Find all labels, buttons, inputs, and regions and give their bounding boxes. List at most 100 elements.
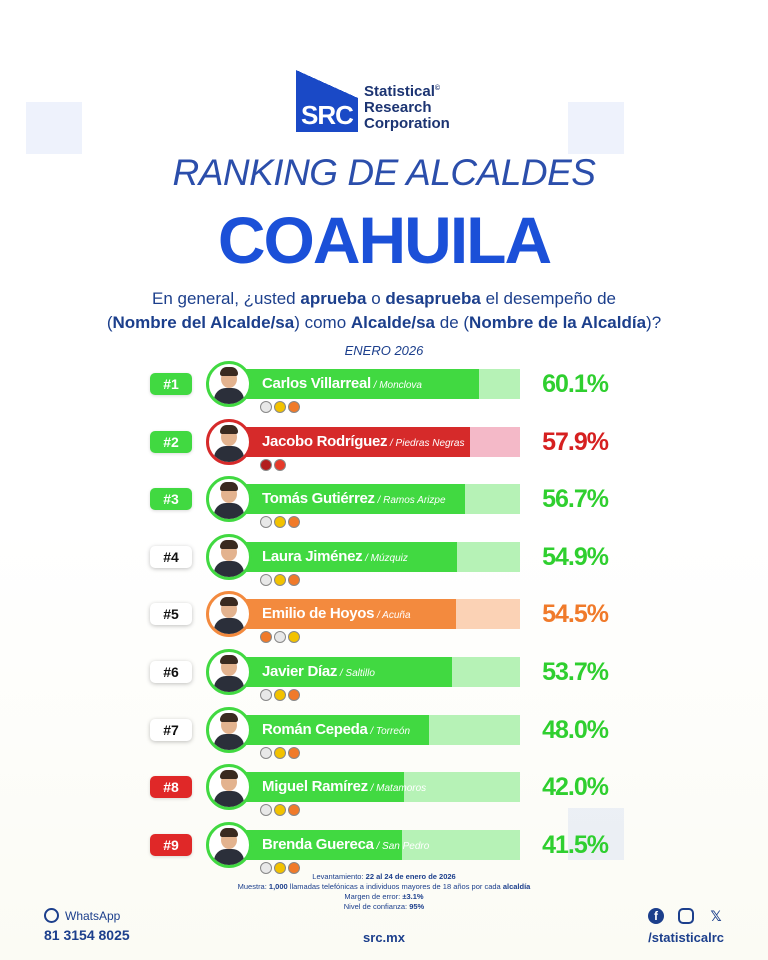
brand-line-1: Statistical bbox=[364, 83, 435, 100]
party-logos bbox=[260, 573, 300, 586]
avatar-body bbox=[214, 676, 244, 692]
mayor-label: Tomás Gutiérrez / Ramos Arizpe bbox=[262, 490, 446, 508]
fn-label: Margen de error: bbox=[344, 892, 403, 901]
avatar-body bbox=[214, 445, 244, 462]
mayor-name: Carlos Villarreal bbox=[262, 375, 371, 392]
bar-remainder bbox=[452, 657, 520, 687]
avatar bbox=[206, 706, 252, 753]
party-logo-icon bbox=[260, 458, 272, 471]
avatar-body bbox=[214, 791, 244, 808]
mayor-label: Javier Díaz / Saltillo bbox=[262, 663, 375, 681]
q-part: ) como bbox=[294, 313, 351, 332]
survey-question: En general, ¿usted aprueba o desaprueba … bbox=[0, 287, 768, 335]
avatar-body bbox=[214, 388, 244, 404]
whatsapp-contact[interactable]: WhatsApp 81 3154 8025 bbox=[44, 908, 130, 943]
avatar-body bbox=[214, 503, 244, 520]
q-part: el desempeño de bbox=[480, 289, 616, 308]
bar-remainder bbox=[404, 772, 520, 803]
mayor-name: Brenda Guereca bbox=[262, 835, 374, 853]
avatar-hair bbox=[220, 424, 238, 434]
subtitle: RANKING DE ALCALDES bbox=[172, 152, 596, 193]
brand-line-2: Research bbox=[364, 99, 432, 116]
avatar-hair bbox=[220, 539, 238, 549]
bar-remainder bbox=[456, 599, 520, 630]
q-bold: Nombre de la Alcaldía bbox=[469, 313, 647, 332]
party-logo-icon bbox=[274, 689, 286, 701]
instagram-icon[interactable] bbox=[678, 908, 694, 924]
bar-track bbox=[230, 426, 520, 457]
bar-fill bbox=[230, 599, 456, 630]
website-link[interactable]: src.mx bbox=[363, 930, 405, 945]
avatar-hair bbox=[220, 367, 238, 376]
mayor-label: Miguel Ramírez / Matamoros bbox=[262, 778, 426, 796]
mayor-city: / Torreón bbox=[367, 725, 411, 737]
fn-value: 22 al 24 de enero de 2026 bbox=[365, 872, 456, 881]
party-logo-icon bbox=[260, 746, 272, 759]
watermark-right-top bbox=[568, 102, 624, 154]
mayor-name: Miguel Ramírez bbox=[262, 778, 368, 796]
ranking-row: #8 Miguel Ramírez / Matamoros 42.0% bbox=[0, 764, 768, 822]
party-logos bbox=[260, 516, 300, 529]
page-title: COAHUILA bbox=[217, 203, 552, 277]
facebook-icon[interactable]: f bbox=[648, 908, 664, 924]
avatar bbox=[206, 476, 252, 523]
whatsapp-label: WhatsApp bbox=[65, 908, 121, 923]
avatar-hair bbox=[220, 827, 238, 837]
avatar-hair bbox=[220, 770, 238, 780]
avatar-body bbox=[214, 848, 244, 865]
approval-value: 53.7% bbox=[542, 658, 609, 686]
fn-value: ±3.1% bbox=[402, 892, 424, 901]
party-logo-icon bbox=[288, 573, 300, 586]
bar-remainder bbox=[402, 829, 520, 860]
mayor-label: Jacobo Rodríguez / Piedras Negras bbox=[262, 433, 464, 451]
logo-letters: SRC bbox=[296, 98, 358, 132]
q-bold: Alcalde/sa bbox=[350, 313, 436, 332]
x-icon[interactable]: 𝕏 bbox=[710, 908, 722, 924]
ranking-row: #6 Javier Díaz / Saltillo 53.7% bbox=[0, 649, 768, 707]
whatsapp-icon bbox=[44, 908, 59, 923]
brand-reg: © bbox=[434, 85, 441, 92]
ranking-row: #7 Román Cepeda / Torreón 48.0% bbox=[0, 706, 768, 765]
mayor-name: Román Cepeda bbox=[262, 720, 368, 738]
avatar-hair bbox=[220, 482, 238, 492]
approval-value: 57.9% bbox=[542, 427, 609, 456]
rank-badge: #4 bbox=[150, 545, 192, 568]
party-logo-icon bbox=[288, 746, 300, 759]
q-part: ( bbox=[106, 313, 113, 332]
ranking-row: #5 Emilio de Hoyos / Acuña 54.5% bbox=[0, 591, 768, 649]
bar-fill bbox=[230, 426, 470, 457]
party-logos bbox=[260, 458, 286, 471]
party-logo-icon bbox=[288, 401, 300, 413]
fn-label: Nivel de confianza: bbox=[343, 902, 410, 911]
mayor-label: Brenda Guereca / San Pedro bbox=[262, 836, 429, 854]
fn-label: llamadas telefónicas a individuos mayore… bbox=[287, 882, 503, 891]
mayor-label: Laura Jiménez / Múzquiz bbox=[262, 548, 408, 566]
q-part: de ( bbox=[435, 313, 470, 332]
party-logos bbox=[260, 401, 300, 413]
party-logos bbox=[260, 804, 300, 817]
avatar bbox=[206, 764, 252, 811]
approval-value: 54.5% bbox=[542, 600, 609, 629]
mayor-city: / Ramos Arizpe bbox=[374, 495, 446, 507]
avatar-hair bbox=[220, 597, 238, 607]
bar-track bbox=[230, 541, 520, 572]
approval-value: 48.0% bbox=[542, 715, 609, 744]
party-logos bbox=[260, 631, 300, 644]
avatar bbox=[206, 533, 252, 580]
mayor-city: / Monclova bbox=[370, 380, 422, 391]
fn-label: Muestra: bbox=[237, 882, 269, 891]
watermark-right-bottom bbox=[568, 808, 624, 860]
ranking-row: #9 Brenda Guereca / San Pedro 41.5% bbox=[0, 821, 768, 880]
watermark-mark bbox=[568, 808, 624, 860]
social-links: f 𝕏 /statisticalrc bbox=[648, 908, 724, 945]
mayor-label: Emilio de Hoyos / Acuña bbox=[262, 605, 411, 623]
ranking-row: #1 Carlos Villarreal / Monclova 60.1% bbox=[0, 361, 768, 419]
mayor-name: Emilio de Hoyos bbox=[262, 605, 375, 623]
approval-value: 42.0% bbox=[542, 773, 609, 802]
approval-value: 56.7% bbox=[542, 485, 609, 514]
rank-badge: #3 bbox=[150, 488, 192, 511]
party-logo-icon bbox=[274, 631, 286, 644]
avatar bbox=[206, 418, 252, 465]
party-logo-icon bbox=[260, 689, 272, 701]
mayor-city: / Múzquiz bbox=[362, 552, 408, 564]
